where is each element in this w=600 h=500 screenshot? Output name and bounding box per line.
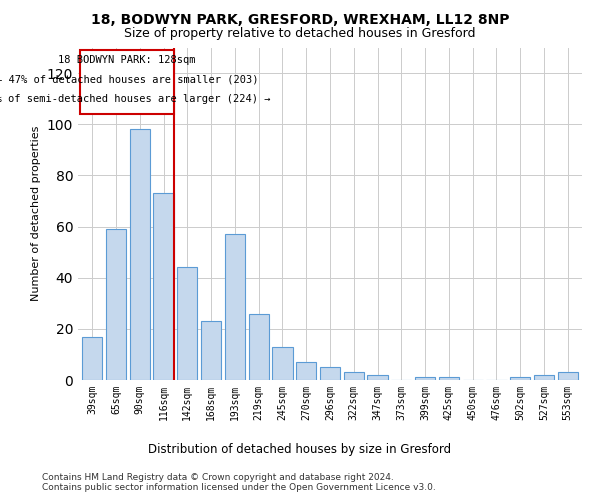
Bar — [344, 372, 364, 380]
Bar — [534, 375, 554, 380]
Bar — [177, 268, 197, 380]
Text: ← 47% of detached houses are smaller (203): ← 47% of detached houses are smaller (20… — [0, 74, 258, 85]
Bar — [225, 234, 245, 380]
FancyBboxPatch shape — [80, 50, 173, 114]
Text: Distribution of detached houses by size in Gresford: Distribution of detached houses by size … — [148, 442, 452, 456]
Bar — [320, 367, 340, 380]
Bar — [510, 378, 530, 380]
Bar — [415, 378, 435, 380]
Bar — [367, 375, 388, 380]
Text: Contains HM Land Registry data © Crown copyright and database right 2024.: Contains HM Land Registry data © Crown c… — [42, 472, 394, 482]
Y-axis label: Number of detached properties: Number of detached properties — [31, 126, 41, 302]
Bar — [154, 194, 173, 380]
Bar — [439, 378, 459, 380]
Text: 18 BODWYN PARK: 128sqm: 18 BODWYN PARK: 128sqm — [58, 55, 196, 65]
Text: 52% of semi-detached houses are larger (224) →: 52% of semi-detached houses are larger (… — [0, 94, 271, 104]
Text: Contains public sector information licensed under the Open Government Licence v3: Contains public sector information licen… — [42, 482, 436, 492]
Text: 18, BODWYN PARK, GRESFORD, WREXHAM, LL12 8NP: 18, BODWYN PARK, GRESFORD, WREXHAM, LL12… — [91, 12, 509, 26]
Bar — [130, 130, 150, 380]
Text: Size of property relative to detached houses in Gresford: Size of property relative to detached ho… — [124, 28, 476, 40]
Bar — [272, 347, 293, 380]
Bar — [82, 336, 103, 380]
Bar — [557, 372, 578, 380]
Bar — [296, 362, 316, 380]
Bar — [248, 314, 269, 380]
Bar — [106, 229, 126, 380]
Bar — [201, 321, 221, 380]
